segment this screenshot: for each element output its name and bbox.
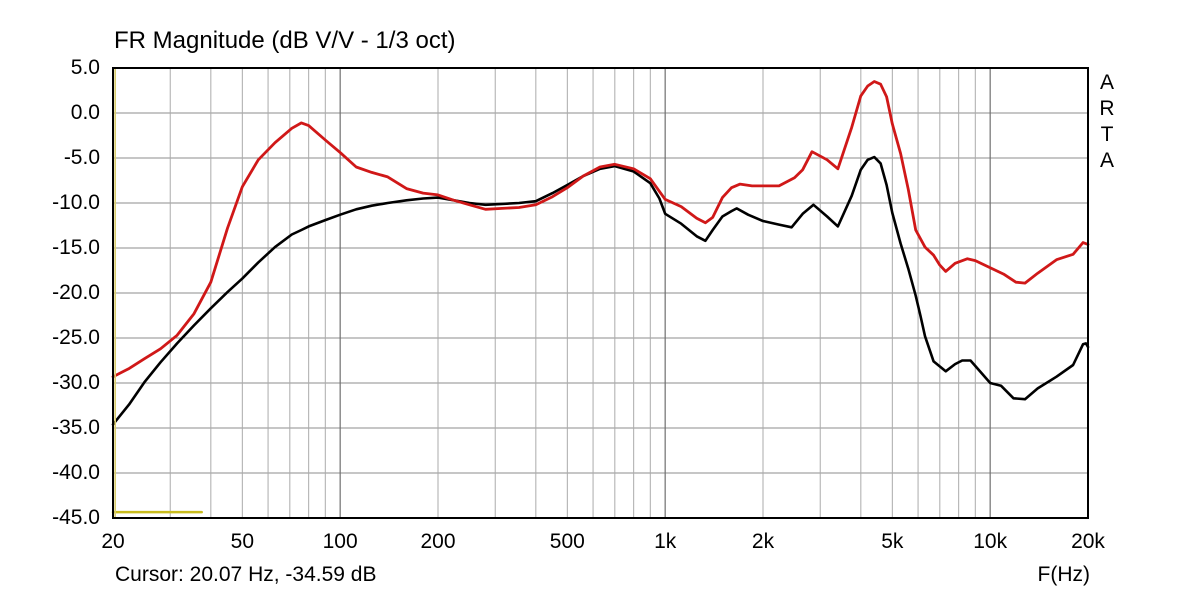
- x-tick-label: 200: [420, 530, 456, 553]
- y-tick-label: -20.0: [52, 281, 100, 304]
- plot-border: [112, 67, 1089, 519]
- cursor-readout: Cursor: 20.07 Hz, -34.59 dB: [115, 563, 377, 586]
- curve-red: [111, 80, 1090, 379]
- x-tick-label: 50: [230, 530, 255, 553]
- y-tick-label: 5.0: [70, 56, 100, 79]
- watermark-letter: R: [1099, 97, 1115, 120]
- x-tick-label: 500: [549, 530, 585, 553]
- chart-title: FR Magnitude (dB V/V - 1/3 oct): [114, 27, 456, 54]
- x-tick-label: 20: [101, 530, 125, 553]
- y-tick-label: -15.0: [52, 236, 100, 259]
- watermark-letter: A: [1099, 149, 1114, 172]
- y-tick-label: -10.0: [52, 191, 100, 214]
- watermark-letter: T: [1100, 123, 1114, 146]
- y-tick-label: -45.0: [52, 506, 100, 529]
- y-tick-label: -30.0: [52, 371, 100, 394]
- x-tick-label: 2k: [751, 530, 775, 553]
- x-axis-name: F(Hz): [1037, 563, 1090, 586]
- y-tick-label: -40.0: [52, 461, 100, 484]
- curve-black: [111, 155, 1090, 426]
- watermark-letter: A: [1099, 71, 1114, 94]
- y-tick-label: -25.0: [52, 326, 100, 349]
- x-tick-label: 5k: [881, 530, 904, 553]
- y-tick-label: 0.0: [70, 101, 100, 124]
- y-tick-label: -35.0: [52, 416, 100, 439]
- x-tick-label: 20k: [1071, 530, 1105, 553]
- x-tick-label: 1k: [654, 530, 677, 553]
- x-tick-label: 100: [322, 530, 358, 553]
- y-tick-label: -5.0: [63, 146, 100, 169]
- x-tick-label: 10k: [973, 530, 1008, 553]
